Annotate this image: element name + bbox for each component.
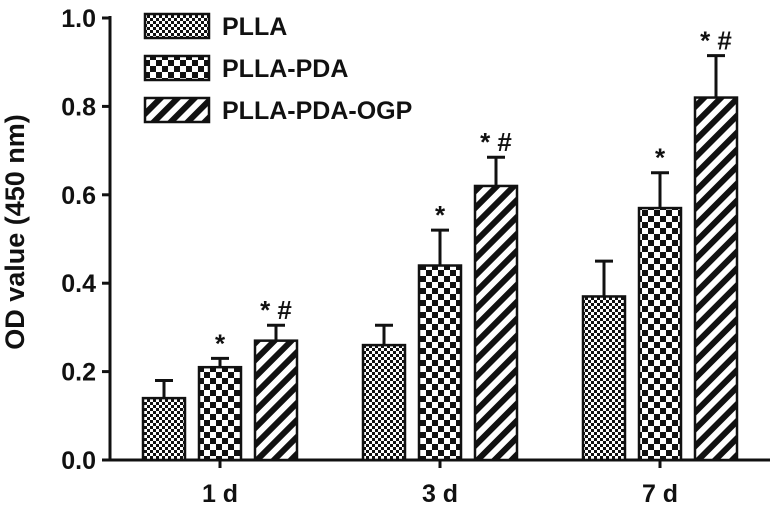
bar — [581, 295, 627, 462]
legend-label: PLLA-PDA — [222, 55, 348, 83]
y-tick-label: 0.8 — [61, 93, 96, 121]
bar — [197, 365, 243, 462]
y-tick-label: 0.2 — [61, 359, 96, 387]
y-axis-label: OD value (450 nm) — [0, 114, 30, 350]
legend-swatch — [143, 96, 211, 124]
significance-mark: * # — [480, 127, 512, 157]
y-tick-label: 0.6 — [61, 182, 96, 210]
significance-mark: * — [655, 143, 666, 173]
x-tick-label: 3 d — [422, 480, 458, 508]
legend: PLLA PLLA-PDA PLLA-PDA-OGP — [143, 12, 412, 125]
significance-mark: * # — [260, 295, 292, 325]
bar — [473, 184, 519, 462]
y-tick-label: 0.0 — [61, 447, 96, 475]
x-axis-ticks: 1 d 3 d 7 d — [202, 460, 678, 508]
y-tick-label: 0.4 — [61, 270, 96, 298]
significance-mark: * — [435, 200, 446, 230]
legend-swatch — [143, 12, 211, 40]
bars: * * # * * # * * # — [141, 26, 739, 462]
x-tick-label: 7 d — [642, 480, 678, 508]
bar — [361, 343, 407, 462]
y-axis-ticks: 0.0 0.2 0.4 0.6 0.8 1.0 — [61, 5, 110, 475]
y-tick-label: 1.0 — [61, 5, 96, 33]
legend-label: PLLA-PDA-OGP — [222, 97, 412, 125]
bar — [637, 206, 683, 462]
bar — [141, 396, 187, 462]
significance-mark: * — [215, 328, 226, 358]
bar — [693, 96, 739, 462]
legend-swatch — [143, 54, 211, 82]
significance-mark: * # — [700, 26, 732, 56]
legend-label: PLLA — [222, 13, 287, 41]
bar — [417, 264, 463, 462]
bar — [253, 339, 299, 462]
x-tick-label: 1 d — [202, 480, 238, 508]
